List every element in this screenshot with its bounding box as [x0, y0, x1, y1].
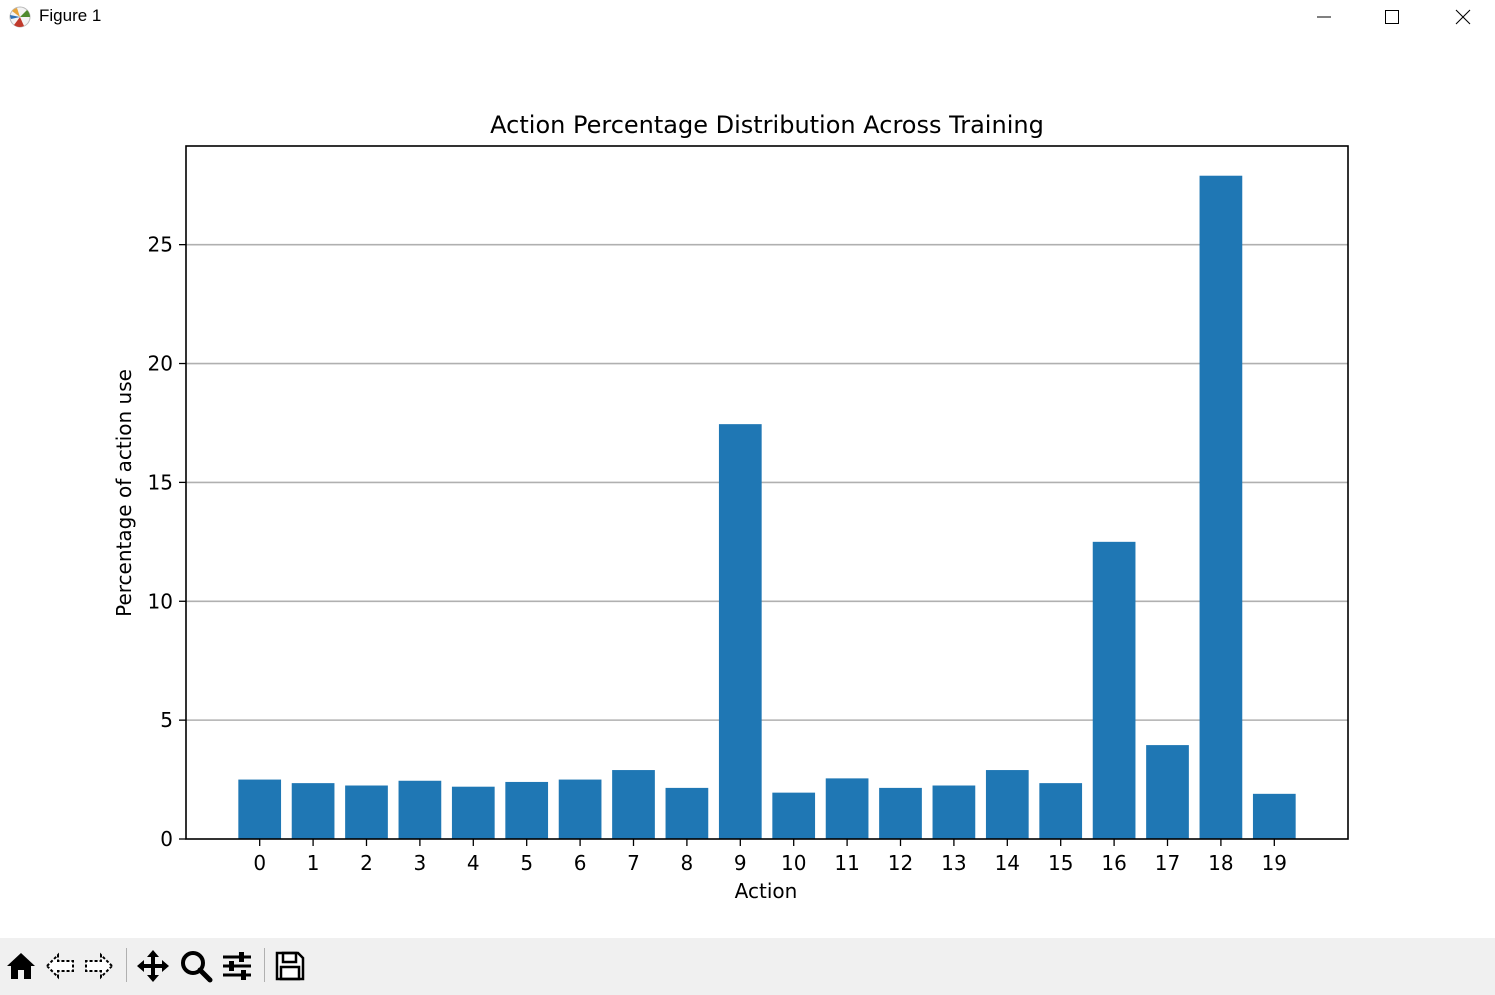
bar	[665, 787, 709, 839]
x-tick-label: 14	[995, 851, 1020, 875]
y-tick-label: 15	[148, 470, 173, 494]
bar	[238, 779, 282, 839]
x-tick-label: 0	[253, 851, 266, 875]
x-tick-label: 10	[781, 851, 806, 875]
bar	[932, 785, 976, 839]
save-button[interactable]	[271, 946, 309, 986]
bar	[825, 778, 869, 839]
bar	[879, 787, 922, 839]
x-tick-label: 18	[1208, 851, 1233, 875]
x-tick-label: 11	[834, 851, 859, 875]
window-title: Figure 1	[39, 6, 102, 25]
pan-button[interactable]	[134, 946, 172, 986]
bars	[238, 175, 1296, 839]
back-icon	[45, 952, 74, 980]
bar	[772, 792, 816, 839]
zoom-icon	[181, 951, 213, 983]
chart-title: Action Percentage Distribution Across Tr…	[490, 111, 1044, 139]
save-icon	[275, 951, 305, 981]
x-tick-label: 9	[734, 851, 747, 875]
y-ticks: 0 5 10 15 20 25	[148, 233, 186, 851]
y-tick-label: 5	[160, 708, 173, 732]
bar	[985, 770, 1029, 839]
x-tick-label: 16	[1101, 851, 1126, 875]
x-tick-label: 1	[307, 851, 320, 875]
y-gridlines	[186, 243, 1348, 721]
y-tick-label: 20	[148, 352, 173, 376]
x-ticks: 0 1 2 3 4 5 6 7 8 9 10 11 12 13 14 15 16 17 18 19	[253, 839, 1287, 875]
x-tick-label: 19	[1262, 851, 1287, 875]
bar	[451, 786, 495, 839]
home-icon	[7, 953, 35, 979]
matplotlib-icon	[9, 6, 31, 28]
navigation-toolbar	[0, 938, 1495, 995]
bar	[612, 770, 655, 839]
bar	[345, 785, 388, 839]
minimize-icon	[1317, 16, 1331, 18]
x-tick-label: 13	[941, 851, 966, 875]
x-tick-label: 7	[627, 851, 640, 875]
bar	[398, 780, 442, 839]
x-axis-label: Action	[735, 879, 798, 903]
x-tick-label: 15	[1048, 851, 1073, 875]
x-tick-label: 6	[574, 851, 587, 875]
bar	[291, 783, 335, 839]
x-tick-label: 4	[467, 851, 480, 875]
bar	[1146, 745, 1189, 839]
bar-chart: Action Percentage Distribution Across Tr…	[112, 111, 1349, 903]
y-tick-label: 25	[148, 233, 173, 257]
x-tick-label: 2	[360, 851, 373, 875]
bar	[1199, 175, 1243, 839]
y-tick-label: 0	[160, 827, 173, 851]
back-button[interactable]	[41, 946, 79, 986]
maximize-button[interactable]	[1357, 0, 1427, 34]
minimize-button[interactable]	[1289, 0, 1359, 34]
close-icon	[1455, 9, 1471, 25]
plot-frame	[185, 145, 1349, 840]
configure-subplots-button[interactable]	[218, 946, 256, 986]
bar	[1252, 793, 1296, 839]
x-tick-label: 17	[1155, 851, 1180, 875]
x-tick-label: 12	[888, 851, 913, 875]
x-tick-label: 3	[414, 851, 427, 875]
close-button[interactable]	[1428, 0, 1495, 34]
maximize-icon	[1385, 10, 1399, 24]
x-tick-label: 8	[681, 851, 694, 875]
forward-icon	[85, 952, 114, 980]
bar	[1039, 783, 1083, 839]
toolbar-separator	[264, 948, 265, 982]
configure-subplots-icon	[223, 952, 251, 980]
forward-button[interactable]	[80, 946, 118, 986]
y-tick-label: 10	[148, 589, 173, 613]
bar	[1092, 541, 1136, 839]
window-titlebar: Figure 1	[0, 0, 1495, 34]
bar	[505, 781, 549, 839]
y-axis-label: Percentage of action use	[112, 369, 136, 617]
bar	[718, 424, 762, 839]
zoom-button[interactable]	[177, 946, 215, 986]
pan-icon	[137, 950, 169, 982]
toolbar-separator	[126, 948, 127, 982]
home-button[interactable]	[2, 946, 40, 986]
x-tick-label: 5	[520, 851, 533, 875]
figure-canvas[interactable]: Action Percentage Distribution Across Tr…	[0, 34, 1495, 938]
bar	[558, 779, 602, 839]
